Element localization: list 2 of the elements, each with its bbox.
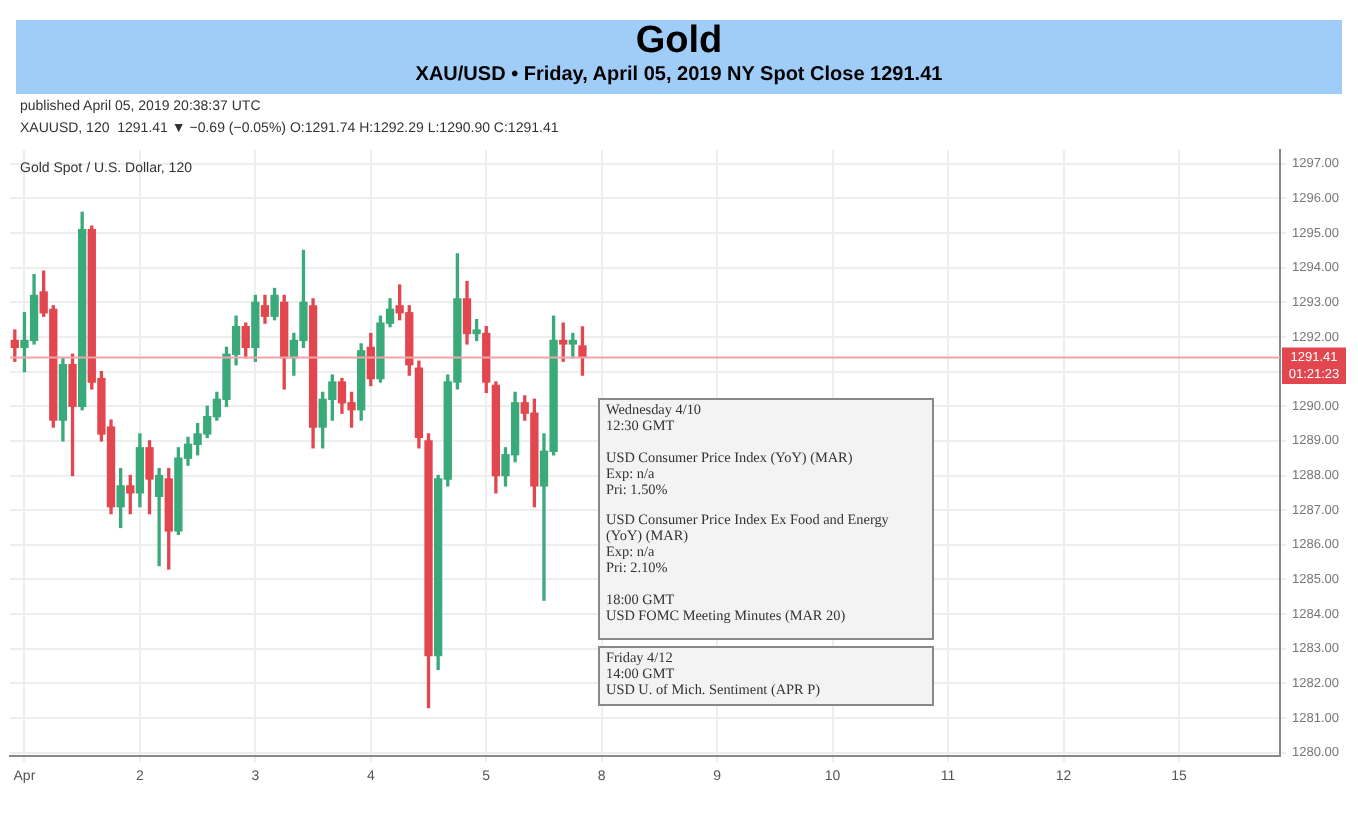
chart-title: Gold <box>633 20 725 62</box>
chart-subtitle: XAU/USD • Friday, April 05, 2019 NY Spot Close 1291.41 <box>413 62 945 88</box>
